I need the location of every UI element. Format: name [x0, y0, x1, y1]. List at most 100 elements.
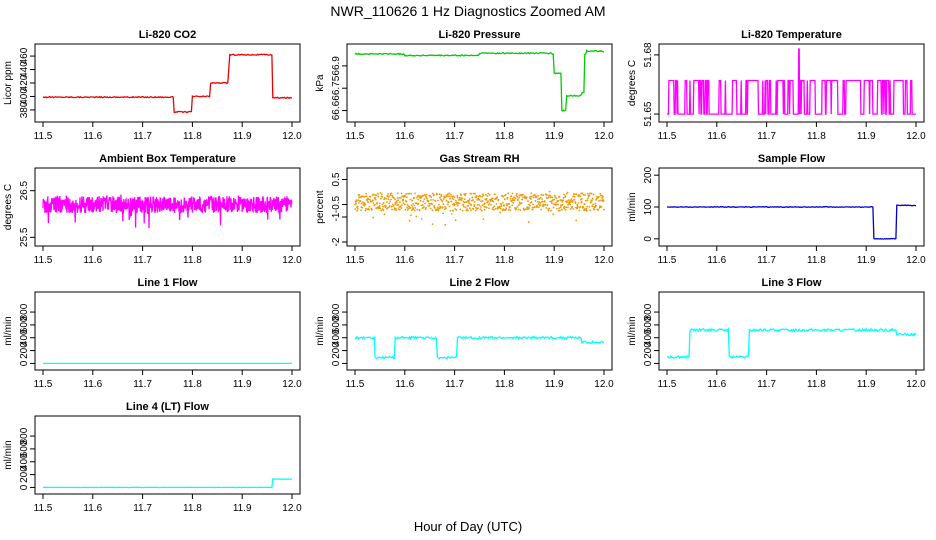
data-point	[575, 219, 578, 222]
data-point	[417, 198, 420, 201]
y-tick-label: 0	[331, 360, 342, 366]
x-tick-label: 11.5	[346, 255, 365, 266]
data-point	[493, 205, 496, 208]
data-point	[530, 198, 532, 201]
data-point	[416, 208, 419, 211]
x-tick-label: 11.6	[707, 131, 726, 142]
data-point	[594, 202, 597, 205]
x-tick-label: 11.6	[83, 503, 102, 514]
data-point	[361, 206, 364, 209]
data-point	[548, 207, 551, 210]
data-point	[358, 194, 361, 196]
panel-3: Li-820 Temperature 11.5 11.6 11.7 11.8 11.9 12…	[627, 29, 926, 142]
data-point	[364, 195, 366, 198]
data-point	[506, 196, 509, 199]
x-tick-label: 11.5	[34, 503, 53, 514]
data-point	[600, 194, 603, 197]
data-point	[593, 208, 596, 211]
data-point	[467, 204, 470, 207]
data-point	[502, 208, 504, 211]
data-point	[444, 205, 446, 208]
data-point	[532, 203, 534, 206]
x-tick-label: 11.7	[133, 379, 152, 390]
data-point	[395, 200, 398, 203]
data-point	[415, 196, 418, 199]
data-point	[357, 202, 360, 204]
data-point	[482, 218, 485, 221]
data-point	[514, 207, 516, 209]
data-point	[438, 193, 441, 196]
plot-frame	[34, 167, 301, 247]
data-point	[487, 192, 490, 195]
data-point	[452, 198, 455, 201]
data-point	[532, 196, 535, 199]
data-point	[527, 200, 529, 203]
plot-frame	[346, 167, 613, 247]
data-point	[516, 206, 519, 208]
data-point	[468, 199, 470, 202]
data-point	[495, 197, 498, 200]
data-point	[465, 201, 468, 204]
data-point	[598, 196, 600, 198]
data-point	[464, 192, 467, 195]
data-point	[559, 206, 562, 209]
data-point	[414, 207, 417, 209]
data-point	[504, 193, 507, 196]
data-point	[423, 206, 425, 208]
data-point	[518, 196, 520, 199]
data-point	[409, 198, 412, 201]
x-tick-label: 11.7	[757, 255, 776, 266]
data-point	[395, 209, 398, 212]
data-point	[388, 202, 391, 205]
data-point	[527, 221, 530, 224]
data-point	[442, 203, 445, 206]
data-point	[485, 193, 487, 196]
figure-x-label: Hour of Day (UTC)	[414, 519, 522, 534]
data-point	[484, 202, 486, 205]
data-point	[558, 196, 561, 199]
data-point	[461, 209, 464, 212]
data-point	[449, 193, 452, 196]
data-point	[599, 192, 602, 195]
data-point	[392, 205, 395, 207]
data-point	[564, 195, 567, 198]
data-point	[602, 195, 604, 198]
data-point	[552, 206, 555, 209]
data-point	[455, 208, 458, 211]
data-point	[529, 204, 531, 207]
data-point	[456, 204, 459, 207]
plot-frame	[346, 43, 613, 123]
data-point	[447, 201, 450, 204]
data-point	[591, 197, 594, 200]
data-point	[561, 208, 563, 211]
x-tick-label: 12.0	[906, 131, 926, 142]
data-point	[566, 200, 569, 203]
panel-4: Ambient Box Temperature 11.5 11.6 11.7 11.8 1…	[3, 153, 302, 266]
data-point	[365, 207, 367, 210]
x-tick-label: 11.9	[545, 379, 564, 390]
data-point	[455, 203, 458, 205]
panel-9: Line 3 Flow 11.5 11.6 11.7 11.8 11.9 12.0 02004…	[627, 277, 926, 390]
data-point	[449, 209, 452, 212]
data-point	[379, 207, 382, 210]
y-axis-label: degrees C	[627, 60, 638, 106]
plot-frame	[658, 291, 925, 371]
x-tick-label: 12.0	[594, 379, 614, 390]
data-point	[441, 206, 444, 209]
data-point	[555, 201, 557, 204]
panel-title: Li-820 CO2	[139, 29, 196, 41]
x-tick-label: 11.9	[545, 131, 564, 142]
data-point	[454, 219, 457, 222]
data-point	[360, 202, 363, 205]
panel-title: Line 1 Flow	[138, 277, 198, 289]
panel-6: Sample Flow 11.5 11.6 11.7 11.8 11.9 12.0 0 100 2…	[627, 153, 926, 266]
data-point	[510, 195, 513, 198]
data-point	[385, 201, 388, 204]
data-point	[417, 194, 420, 197]
data-point	[431, 223, 434, 226]
data-point	[470, 209, 472, 212]
data-point	[410, 192, 413, 195]
data-point	[448, 205, 451, 208]
data-point	[518, 194, 521, 197]
data-point	[566, 201, 568, 204]
